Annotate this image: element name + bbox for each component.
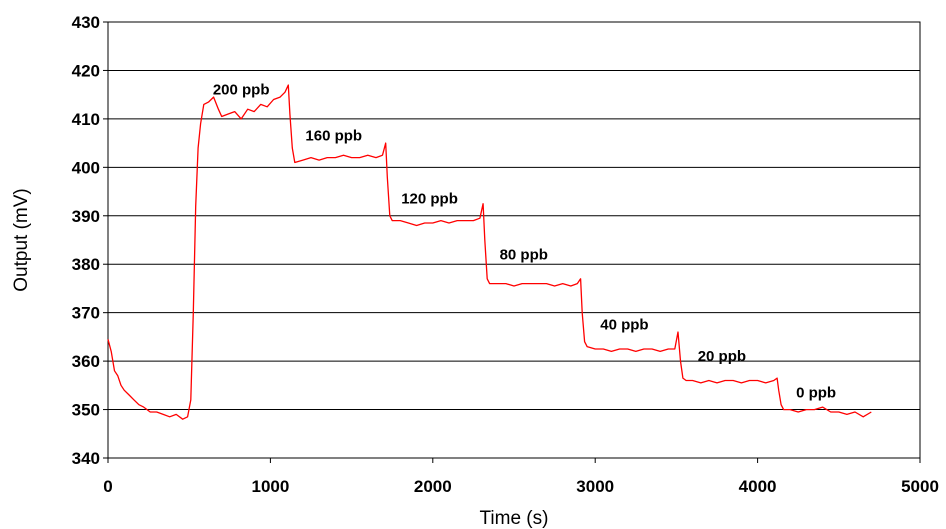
x-tick-label: 4000	[739, 477, 777, 496]
x-axis-ticks: 0 1000 2000 3000 4000 5000	[103, 458, 939, 496]
y-axis-ticks: 340 350 360 370 380 390 400 410 420 430	[72, 13, 108, 468]
concentration-label: 120 ppb	[401, 191, 458, 208]
x-tick-label: 2000	[414, 477, 452, 496]
x-tick-label: 3000	[576, 477, 614, 496]
y-tick-label: 420	[72, 61, 100, 80]
series-line-0	[107, 84, 872, 420]
x-tick-label: 1000	[251, 477, 289, 496]
y-tick-label: 380	[72, 255, 100, 274]
y-tick-label: 390	[72, 207, 100, 226]
concentration-label: 80 ppb	[500, 246, 548, 263]
y-tick-label: 340	[72, 449, 100, 468]
series-layer	[107, 84, 872, 420]
annotations: 200 ppb 160 ppb 120 ppb 80 ppb 40 ppb 20 ppb 0…	[213, 82, 836, 402]
y-tick-label: 370	[72, 304, 100, 323]
y-axis-title: Output (mV)	[11, 188, 32, 291]
y-tick-label: 360	[72, 352, 100, 371]
gridlines	[108, 69, 920, 411]
y-tick-label: 400	[72, 158, 100, 177]
concentration-label: 0 ppb	[796, 384, 836, 401]
concentration-label: 200 ppb	[213, 82, 270, 99]
y-tick-label: 410	[72, 110, 100, 129]
x-tick-label: 5000	[901, 477, 939, 496]
y-tick-label: 350	[72, 401, 100, 420]
y-tick-label: 430	[72, 13, 100, 32]
plot-area-border	[107, 21, 921, 459]
concentration-label: 40 ppb	[600, 317, 648, 334]
x-tick-label: 0	[103, 477, 112, 496]
concentration-label: 20 ppb	[698, 348, 746, 365]
x-axis-title: Time (s)	[480, 508, 549, 529]
concentration-label: 160 ppb	[305, 128, 362, 145]
